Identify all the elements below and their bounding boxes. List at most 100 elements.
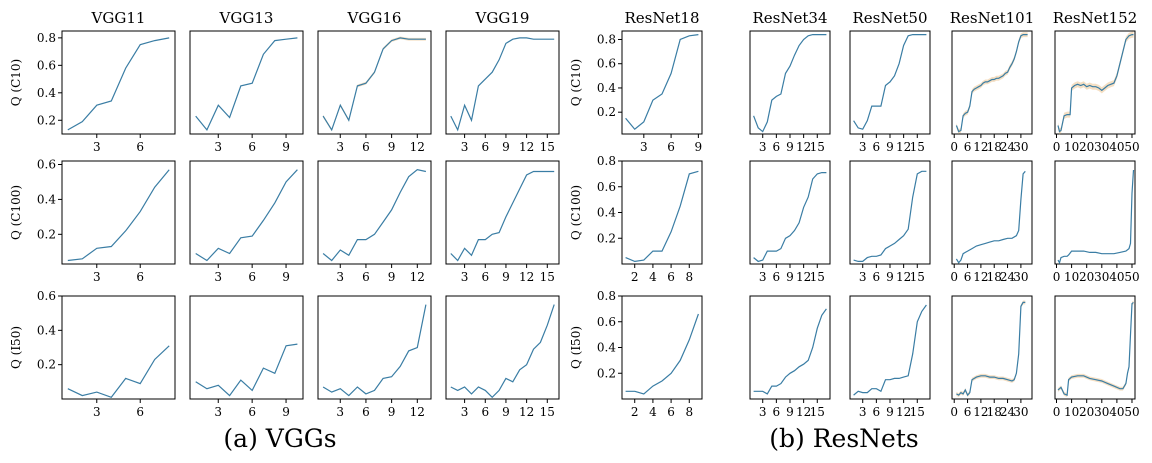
x-tick-label: 30	[1013, 140, 1028, 154]
x-tick-label: 18	[987, 140, 1002, 154]
axes-frame	[1054, 160, 1136, 265]
y-tick-label: 0.6	[37, 157, 56, 171]
series-line	[1057, 301, 1134, 396]
x-tick-label: 3	[336, 270, 344, 284]
x-tick-label: 12	[896, 270, 911, 284]
panel-vgg13-c100: 3 6 9	[189, 160, 304, 284]
series-line	[853, 170, 927, 262]
confidence-band	[1058, 31, 1134, 135]
axes-frame	[61, 160, 176, 265]
axes-frame	[317, 30, 432, 135]
x-tick-label: 12	[973, 405, 988, 419]
x-tick-label: 12	[519, 405, 534, 419]
x-tick-label: 20	[1079, 405, 1094, 419]
x-tick-label: 6	[667, 405, 675, 419]
y-tick-label: 0.6	[597, 315, 616, 329]
series-line	[67, 345, 170, 399]
x-tick-label: 6	[964, 140, 972, 154]
x-tick-label: 0	[1053, 140, 1061, 154]
x-tick-label: 6	[481, 270, 489, 284]
y-tick-label: 0.6	[37, 289, 56, 303]
panel-vgg11-c100: Q (C100) 0.2 0.4 0.6 3 6	[9, 157, 176, 284]
x-tick-label: 24	[1000, 270, 1016, 284]
x-tick-label: 3	[214, 270, 222, 284]
x-tick-label: 3	[93, 140, 101, 154]
x-tick-label: 3	[759, 140, 767, 154]
axes-frame	[189, 295, 304, 400]
x-tick-label: 0	[950, 270, 958, 284]
y-tick-label: 0.4	[597, 341, 616, 355]
series-line	[450, 37, 555, 132]
panel-title: ResNet34	[753, 9, 828, 27]
series-line	[955, 33, 1028, 133]
axes-frame	[445, 30, 560, 135]
panel-resnet18-c100: Q (C100) 0.2 0.4 0.6 0.8 2 4 6 8	[569, 154, 703, 284]
series-line	[625, 34, 699, 131]
x-tick-label: 6	[773, 405, 781, 419]
x-tick-label: 6	[667, 270, 675, 284]
caption-resnets: (b) ResNets	[769, 424, 918, 453]
y-axis-label: Q (I50)	[9, 326, 23, 369]
x-tick-label: 12	[796, 270, 811, 284]
x-tick-label: 6	[248, 140, 256, 154]
x-tick-label: 12	[973, 270, 988, 284]
x-tick-label: 12	[410, 140, 425, 154]
x-tick-label: 18	[987, 270, 1002, 284]
x-tick-label: 24	[1000, 140, 1016, 154]
x-tick-label: 12	[796, 140, 811, 154]
x-tick-label: 0	[1053, 405, 1061, 419]
axes-frame	[849, 295, 931, 400]
x-tick-label: 9	[886, 405, 894, 419]
series-line	[195, 169, 298, 262]
axes-frame	[951, 30, 1033, 135]
axes-frame	[189, 160, 304, 265]
y-tick-label: 0.8	[37, 31, 56, 45]
x-tick-label: 40	[1109, 140, 1124, 154]
x-tick-label: 6	[136, 140, 144, 154]
axes-frame	[621, 160, 703, 265]
x-tick-label: 9	[786, 270, 794, 284]
y-tick-label: 0.4	[37, 323, 56, 337]
x-tick-label: 15	[540, 140, 555, 154]
panel-vgg16-c10: VGG16 3 6 9 12	[317, 9, 432, 154]
x-tick-label: 12	[410, 405, 425, 419]
x-tick-label: 30	[1094, 270, 1109, 284]
x-tick-label: 10	[1064, 405, 1079, 419]
axes-frame	[951, 295, 1033, 400]
x-tick-label: 50	[1124, 140, 1139, 154]
x-tick-label: 9	[388, 405, 396, 419]
panel-vgg19-i50: 3 6 9 12 15	[445, 295, 560, 419]
axes-frame	[317, 295, 432, 400]
x-tick-label: 10	[1064, 270, 1079, 284]
x-tick-label: 3	[336, 405, 344, 419]
axes-frame	[749, 160, 831, 265]
y-tick-label: 0.8	[597, 32, 616, 46]
x-tick-label: 3	[640, 140, 648, 154]
series-line	[322, 304, 427, 397]
x-tick-label: 20	[1079, 140, 1094, 154]
y-tick-label: 0.4	[37, 86, 56, 100]
axes-frame	[621, 30, 703, 135]
panel-resnet152-c10: ResNet152 0 10 20 30 40 50	[1053, 9, 1140, 154]
series-line	[625, 170, 699, 263]
x-tick-label: 2	[631, 405, 639, 419]
x-tick-label: 3	[461, 405, 469, 419]
x-tick-label: 9	[502, 270, 510, 284]
panel-title: VGG11	[91, 9, 146, 27]
x-tick-label: 6	[248, 270, 256, 284]
x-tick-label: 15	[810, 270, 825, 284]
series-line	[322, 169, 427, 262]
x-tick-label: 9	[786, 405, 794, 419]
panel-resnet152-i50: 0 10 20 30 40 50	[1053, 295, 1140, 419]
x-tick-label: 3	[93, 270, 101, 284]
panel-title: VGG13	[219, 9, 274, 27]
y-axis-label: Q (C100)	[569, 185, 583, 240]
x-tick-label: 3	[461, 270, 469, 284]
